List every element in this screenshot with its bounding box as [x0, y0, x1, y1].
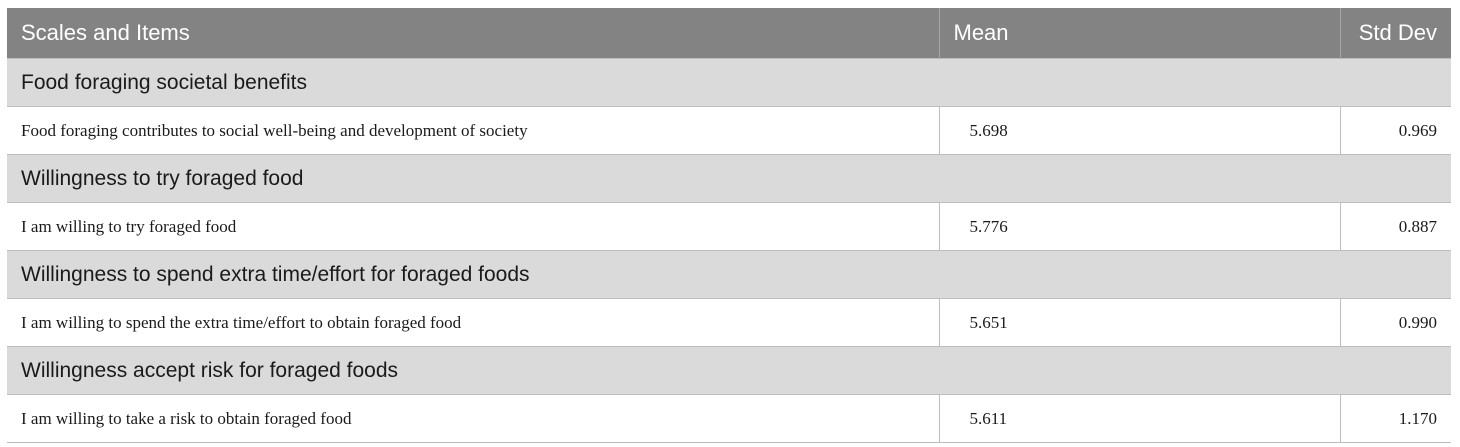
item-mean: 5.611	[938, 394, 1340, 443]
scale-row: Food foraging societal benefits	[7, 58, 1451, 107]
item-std-dev: 0.969	[1339, 106, 1451, 155]
item-mean: 5.698	[938, 106, 1340, 155]
item-row: I am willing to take a risk to obtain fo…	[7, 394, 1451, 443]
scale-label: Willingness to try foraged food	[7, 154, 1451, 203]
item-text: I am willing to spend the extra time/eff…	[7, 298, 939, 347]
scale-label: Willingness accept risk for foraged food…	[7, 346, 1451, 395]
table-header-row: Scales and Items Mean Std Dev	[7, 8, 1451, 59]
item-std-dev: 1.170	[1339, 394, 1451, 443]
item-row: Food foraging contributes to social well…	[7, 106, 1451, 155]
scales-table: Scales and Items Mean Std Dev Food forag…	[7, 8, 1451, 443]
header-std-dev: Std Dev	[1339, 8, 1451, 59]
item-row: I am willing to try foraged food 5.776 0…	[7, 202, 1451, 251]
scale-row: Willingness accept risk for foraged food…	[7, 346, 1451, 395]
header-scales-and-items: Scales and Items	[7, 8, 939, 59]
header-mean: Mean	[938, 8, 1340, 59]
scale-label: Food foraging societal benefits	[7, 58, 1451, 107]
scale-row: Willingness to spend extra time/effort f…	[7, 250, 1451, 299]
item-mean: 5.651	[938, 298, 1340, 347]
item-row: I am willing to spend the extra time/eff…	[7, 298, 1451, 347]
scales-table-container: Scales and Items Mean Std Dev Food forag…	[7, 8, 1451, 443]
item-std-dev: 0.887	[1339, 202, 1451, 251]
scale-label: Willingness to spend extra time/effort f…	[7, 250, 1451, 299]
item-text: I am willing to take a risk to obtain fo…	[7, 394, 939, 443]
scale-row: Willingness to try foraged food	[7, 154, 1451, 203]
item-std-dev: 0.990	[1339, 298, 1451, 347]
item-text: Food foraging contributes to social well…	[7, 106, 939, 155]
item-mean: 5.776	[938, 202, 1340, 251]
item-text: I am willing to try foraged food	[7, 202, 939, 251]
